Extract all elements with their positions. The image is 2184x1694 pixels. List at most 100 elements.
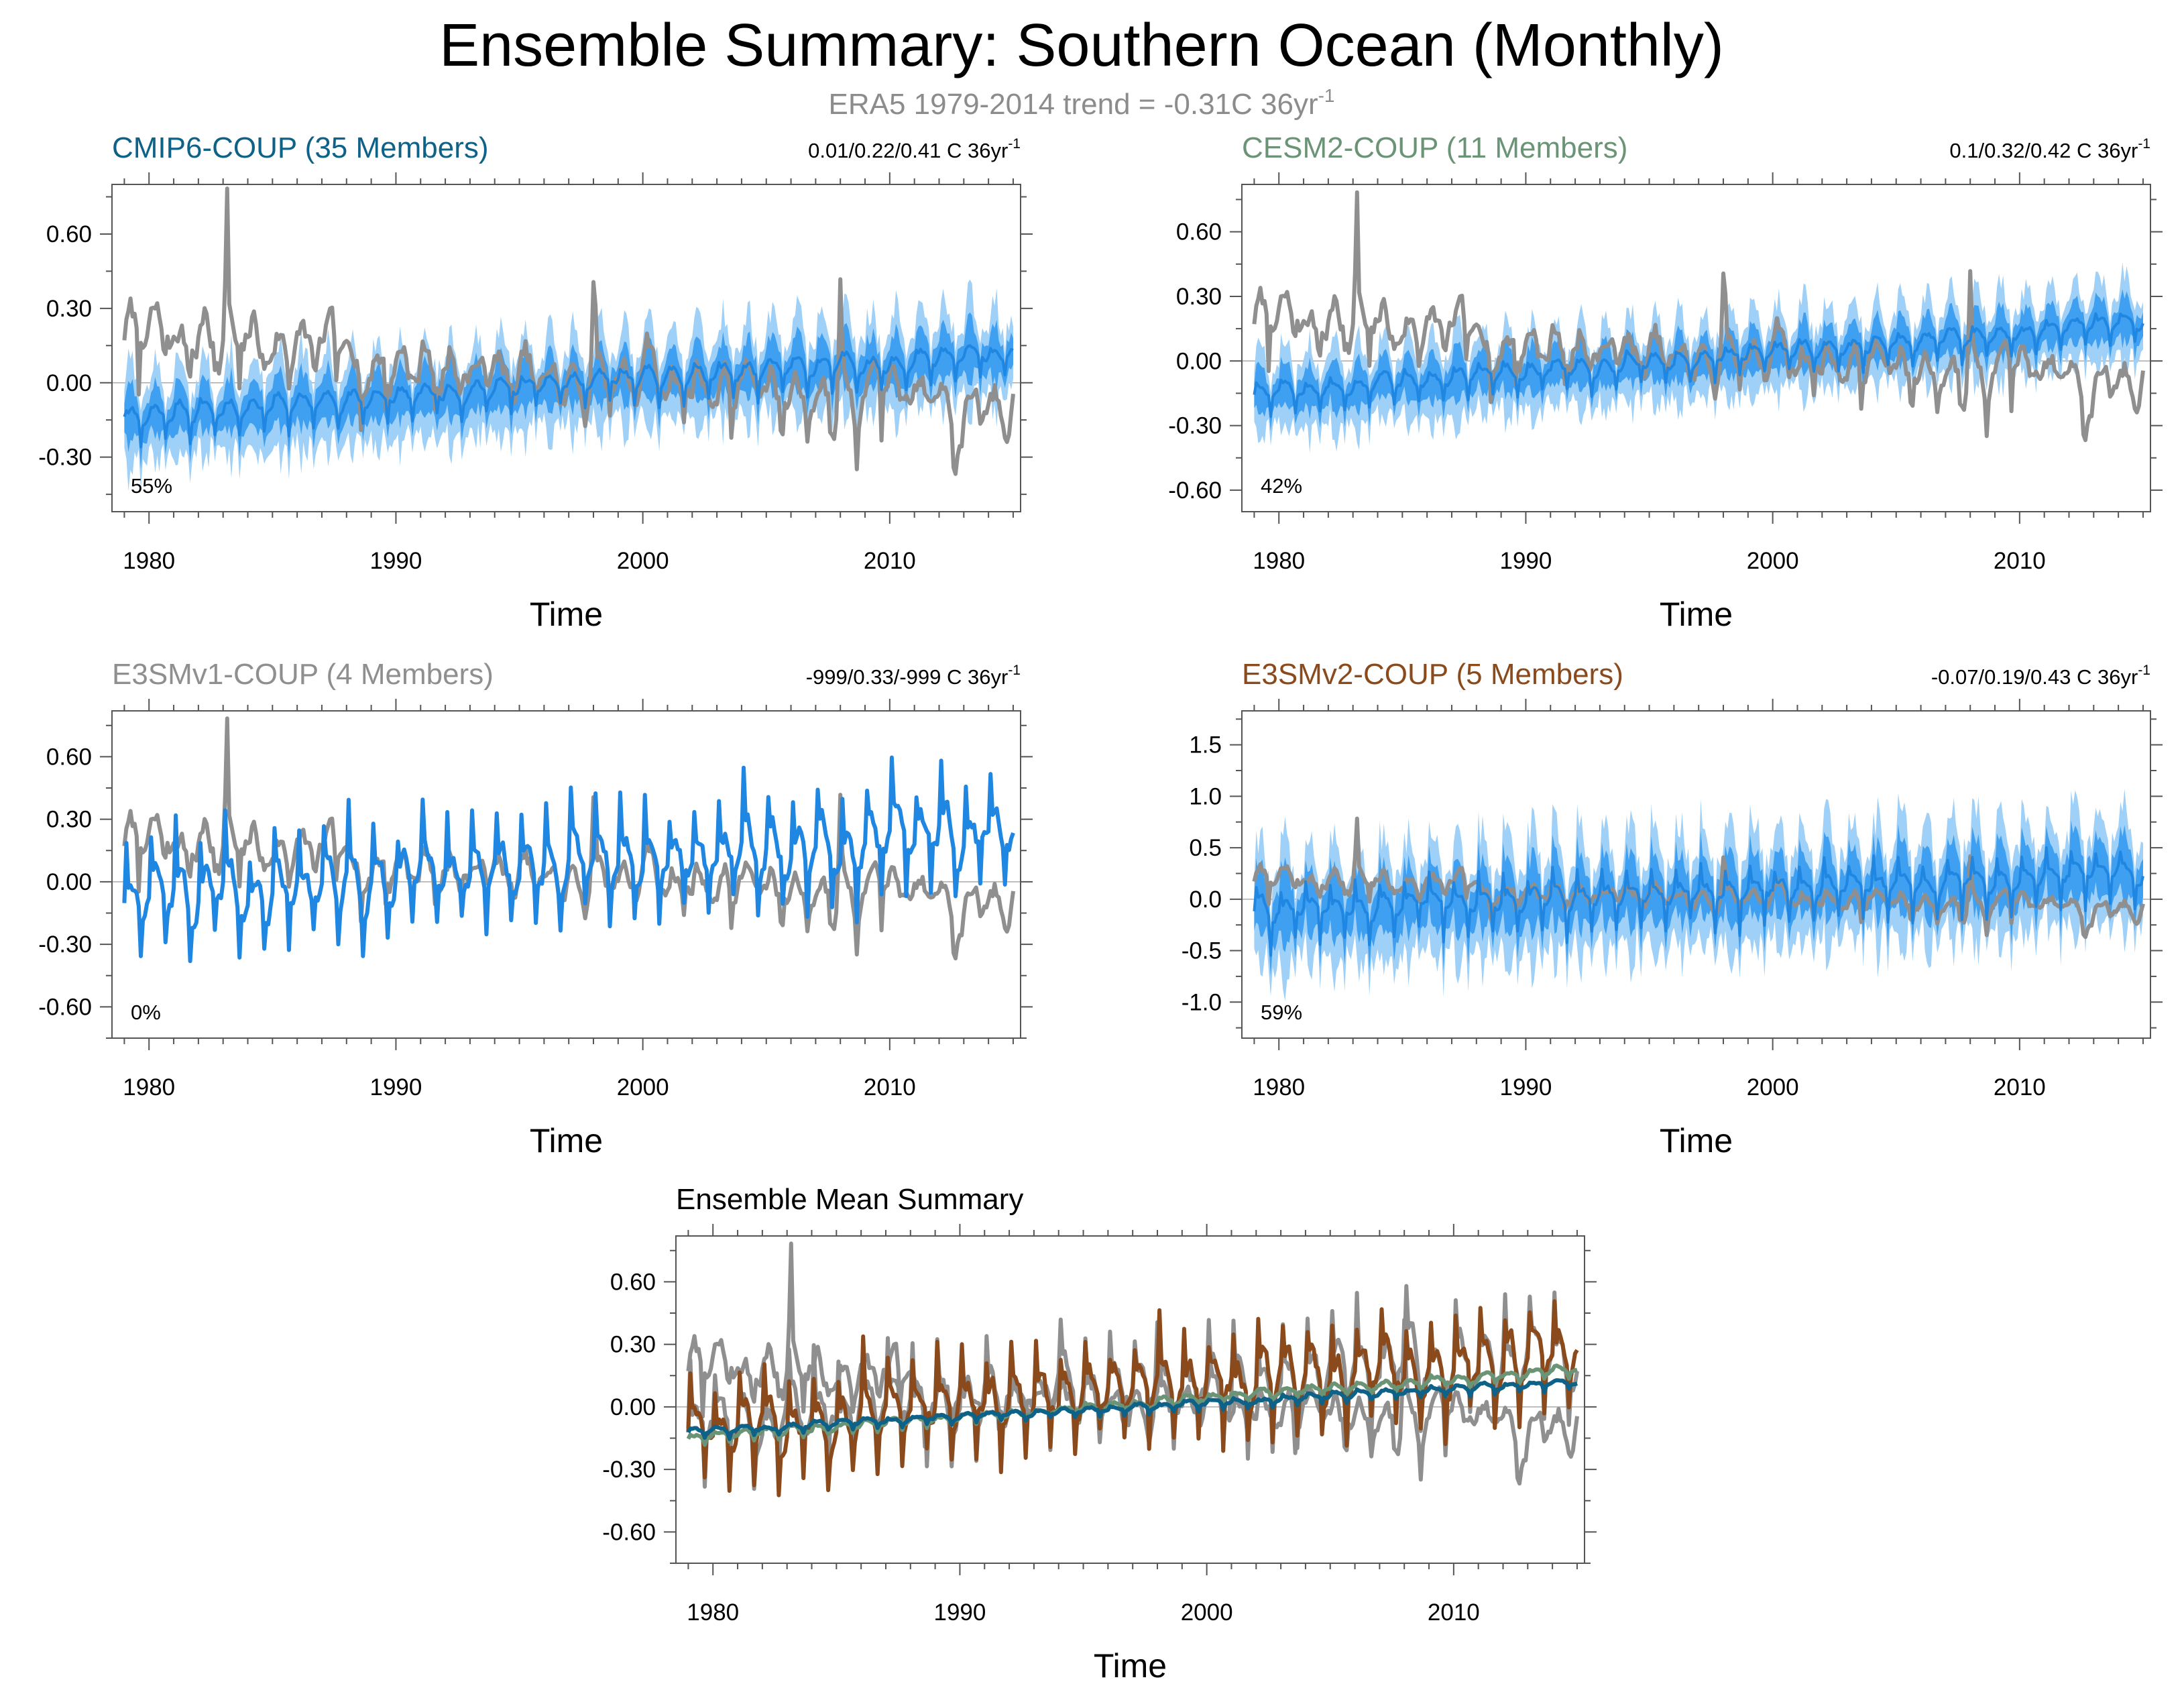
x-tick-label: 1980 [687, 1599, 739, 1626]
plot-frame [1241, 710, 2151, 1039]
trend-sup: -1 [1008, 663, 1021, 678]
x-axis-label: Time [1094, 1647, 1167, 1685]
y-tick-label: -0.30 [38, 931, 92, 958]
y-tick-label: 0.60 [46, 221, 92, 247]
spread-band-inner [124, 312, 1013, 469]
y-tick-label: 0.30 [1176, 284, 1222, 310]
x-tick-label: 1990 [370, 1074, 422, 1100]
y-tick-label: 0.30 [610, 1332, 656, 1358]
plot-area [676, 1241, 1585, 1498]
panel-cesm2: CESM2-COUP (11 Members) 0.1/0.32/0.42 C 3… [1168, 131, 2163, 633]
x-tick-label: 2000 [1181, 1599, 1233, 1626]
panel-cmip6: CMIP6-COUP (35 Members) 0.01/0.22/0.41 C … [38, 131, 1033, 633]
panel-title: E3SMv2-COUP (5 Members) [1242, 658, 1623, 691]
trend-sup: -1 [2138, 136, 2150, 152]
percent-label: 59% [1261, 1001, 1302, 1024]
obs-line-era5 [1252, 190, 2145, 443]
x-axis-label: Time [530, 1122, 603, 1160]
subtitle-sup: -1 [1318, 85, 1335, 106]
plot-area [1242, 789, 2150, 1001]
y-tick-label: 0.30 [46, 807, 92, 833]
model-line-cmip6 [123, 344, 1014, 449]
y-tick-label: 0.30 [46, 296, 92, 322]
y-tick-label: 0.60 [610, 1269, 656, 1295]
subtitle: ERA5 1979-2014 trend = -0.31C 36yr-1 [828, 85, 1334, 121]
subtitle-main: ERA5 1979-2014 trend = -0.31C 36yr [828, 88, 1318, 121]
x-tick-label: 2000 [617, 1074, 669, 1100]
main-title: Ensemble Summary: Southern Ocean (Monthl… [439, 12, 1724, 79]
y-tick-label: -0.30 [38, 445, 92, 471]
trend-label: 0.01/0.22/0.41 C 36yr-1 [808, 136, 1021, 162]
trend-sup: -1 [2138, 663, 2150, 678]
series-line-cmip6-coup [686, 1378, 1578, 1441]
x-tick-label: 2010 [864, 1074, 916, 1100]
y-tick-label: -0.60 [38, 994, 92, 1020]
panel-title: Ensemble Mean Summary [676, 1183, 1023, 1216]
percent-label: 42% [1261, 474, 1302, 498]
obs-line-era5 [122, 186, 1015, 476]
plot-frame [1241, 184, 2151, 512]
plot-frame [111, 710, 1021, 1039]
y-tick-label: 0.00 [46, 370, 92, 396]
x-tick-label: 2010 [864, 548, 916, 574]
model-line-e3smv1 [122, 755, 1015, 964]
x-tick-label: 1980 [1253, 1074, 1305, 1100]
y-tick-label: 1.0 [1189, 783, 1222, 809]
x-tick-label: 2000 [1747, 548, 1799, 574]
trend-label: -999/0.33/-999 C 36yr-1 [806, 663, 1021, 689]
trend-value: -0.07/0.19/0.43 C 36yr [1931, 665, 2138, 689]
x-tick-label: 2000 [617, 548, 669, 574]
y-tick-label: 0.60 [1176, 219, 1222, 245]
x-tick-label: 1980 [123, 548, 175, 574]
series-line-e3smv2-coup [686, 1299, 1579, 1498]
panel-e3smv2: E3SMv2-COUP (5 Members) -0.07/0.19/0.43 C… [1182, 658, 2163, 1160]
y-tick-label: -0.30 [602, 1457, 656, 1483]
trend-sup: -1 [1008, 136, 1021, 152]
x-tick-label: 1980 [1253, 548, 1305, 574]
panel-title: CMIP6-COUP (35 Members) [112, 131, 489, 164]
y-tick-label: -0.60 [1168, 477, 1222, 504]
y-tick-label: -0.5 [1182, 938, 1222, 964]
x-axis-label: Time [1660, 596, 1733, 633]
x-tick-label: 2000 [1747, 1074, 1799, 1100]
panels: CMIP6-COUP (35 Members) 0.01/0.22/0.41 C … [38, 131, 2163, 1685]
y-tick-label: -0.30 [1168, 413, 1222, 439]
x-tick-label: 1980 [123, 1074, 175, 1100]
x-axis-label: Time [530, 596, 603, 633]
percent-label: 55% [131, 474, 172, 498]
y-tick-label: -0.60 [602, 1519, 656, 1545]
x-tick-label: 1990 [934, 1599, 986, 1626]
y-tick-label: 0.0 [1189, 887, 1222, 913]
model-line-e3smv2 [1253, 846, 2144, 957]
model-line-cesm2 [1253, 312, 2144, 418]
plot-area [112, 716, 1021, 964]
plot-frame [675, 1235, 1585, 1564]
trend-value: 0.1/0.32/0.42 C 36yr [1949, 139, 2138, 162]
x-tick-label: 2010 [1994, 548, 2046, 574]
percent-label: 0% [131, 1001, 161, 1024]
x-tick-label: 2010 [1994, 1074, 2046, 1100]
trend-label: 0.1/0.32/0.42 C 36yr-1 [1949, 136, 2150, 162]
y-tick-label: 0.00 [46, 869, 92, 895]
y-tick-label: 0.5 [1189, 835, 1222, 861]
x-tick-label: 1990 [370, 548, 422, 574]
x-tick-label: 1990 [1500, 1074, 1552, 1100]
y-tick-label: 0.00 [1176, 348, 1222, 374]
x-tick-label: 1990 [1500, 548, 1552, 574]
y-tick-label: 0.60 [46, 744, 92, 770]
y-tick-label: 0.00 [610, 1394, 656, 1420]
plot-area [112, 186, 1021, 492]
trend-value: -999/0.33/-999 C 36yr [806, 665, 1009, 689]
plot-frame [111, 184, 1021, 512]
obs-line-era5 [1252, 816, 2145, 940]
trend-label: -0.07/0.19/0.43 C 36yr-1 [1931, 663, 2150, 689]
x-axis-label: Time [1660, 1122, 1733, 1160]
panel-title: CESM2-COUP (11 Members) [1242, 131, 1627, 164]
plot-area [1242, 190, 2150, 453]
y-tick-label: -1.0 [1182, 989, 1222, 1015]
y-tick-label: 1.5 [1189, 732, 1222, 758]
x-tick-label: 2010 [1428, 1599, 1480, 1626]
panel-title: E3SMv1-COUP (4 Members) [112, 658, 494, 691]
panel-e3smv1: E3SMv1-COUP (4 Members) -999/0.33/-999 C … [38, 658, 1033, 1160]
